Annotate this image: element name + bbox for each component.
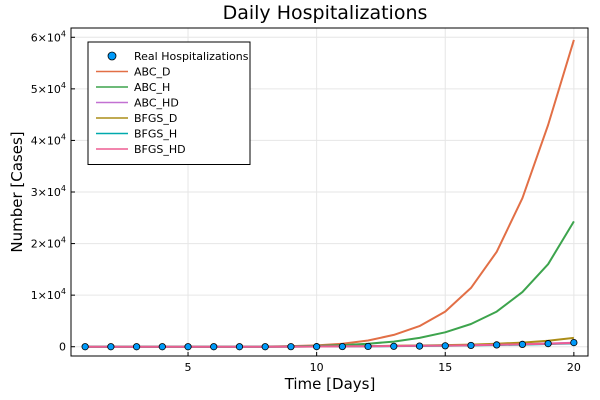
data-point-real-hospitalizations [467, 341, 475, 350]
data-point-real-hospitalizations [570, 338, 578, 347]
y-tick-label: 6×104 [31, 29, 66, 44]
axis-ticks: 5 10 15 20 0 1×104 2×104 3×104 4×104 5×104 6×104 [31, 29, 581, 374]
legend: Real Hospitalizations ABC_D ABC_H ABC_HD BFG… [87, 41, 251, 165]
data-point-real-hospitalizations [518, 340, 527, 348]
legend-label-bfgs-hd: BFGS_HD [134, 143, 186, 156]
data-point-real-hospitalizations [261, 343, 269, 351]
y-tick-label: 5×104 [31, 81, 66, 96]
data-point-real-hospitalizations [390, 342, 398, 350]
data-point-real-hospitalizations [132, 343, 141, 351]
series-line-abc-h [85, 220, 575, 348]
data-point-real-hospitalizations [235, 343, 244, 351]
y-tick-label: 2×104 [31, 236, 66, 251]
data-point-real-hospitalizations [415, 342, 424, 350]
data-point-real-hospitalizations [441, 342, 449, 350]
data-point-real-hospitalizations [81, 343, 89, 351]
data-point-real-hospitalizations [338, 342, 346, 351]
x-tick-label: 5 [185, 361, 192, 374]
data-point-real-hospitalizations [493, 341, 501, 349]
series-line-bfgs-hd [85, 342, 574, 348]
x-axis-label: Time [Days] [284, 375, 376, 393]
plot-area [81, 39, 578, 351]
y-tick-label: 1×104 [31, 287, 66, 302]
y-tick-label: 0 [59, 341, 66, 354]
data-point-real-hospitalizations [364, 342, 372, 351]
data-point-real-hospitalizations [210, 343, 218, 351]
data-point-real-hospitalizations [107, 343, 115, 351]
data-point-real-hospitalizations [184, 343, 192, 351]
legend-label-bfgs-d: BFGS_D [134, 112, 177, 125]
legend-label-abc-d: ABC_D [134, 66, 171, 79]
chart-title: Daily Hospitalizations [223, 2, 428, 24]
legend-label-abc-hd: ABC_HD [134, 97, 179, 110]
legend-marker-real-hospitalizations [107, 51, 117, 61]
x-tick-label: 10 [310, 361, 324, 374]
y-tick-label: 4×104 [31, 132, 66, 147]
y-axis-label: Number [Cases] [8, 131, 26, 252]
data-point-real-hospitalizations [313, 343, 321, 351]
data-point-real-hospitalizations [287, 343, 295, 351]
data-point-real-hospitalizations [544, 340, 552, 348]
y-tick-label: 3×104 [31, 184, 66, 199]
data-point-real-hospitalizations [158, 343, 166, 351]
legend-label-real-hospitalizations: Real Hospitalizations [134, 50, 249, 63]
x-tick-label: 20 [567, 361, 581, 374]
legend-label-bfgs-h: BFGS_H [134, 128, 177, 141]
x-tick-label: 15 [438, 361, 452, 374]
legend-label-abc-h: ABC_H [134, 81, 170, 94]
